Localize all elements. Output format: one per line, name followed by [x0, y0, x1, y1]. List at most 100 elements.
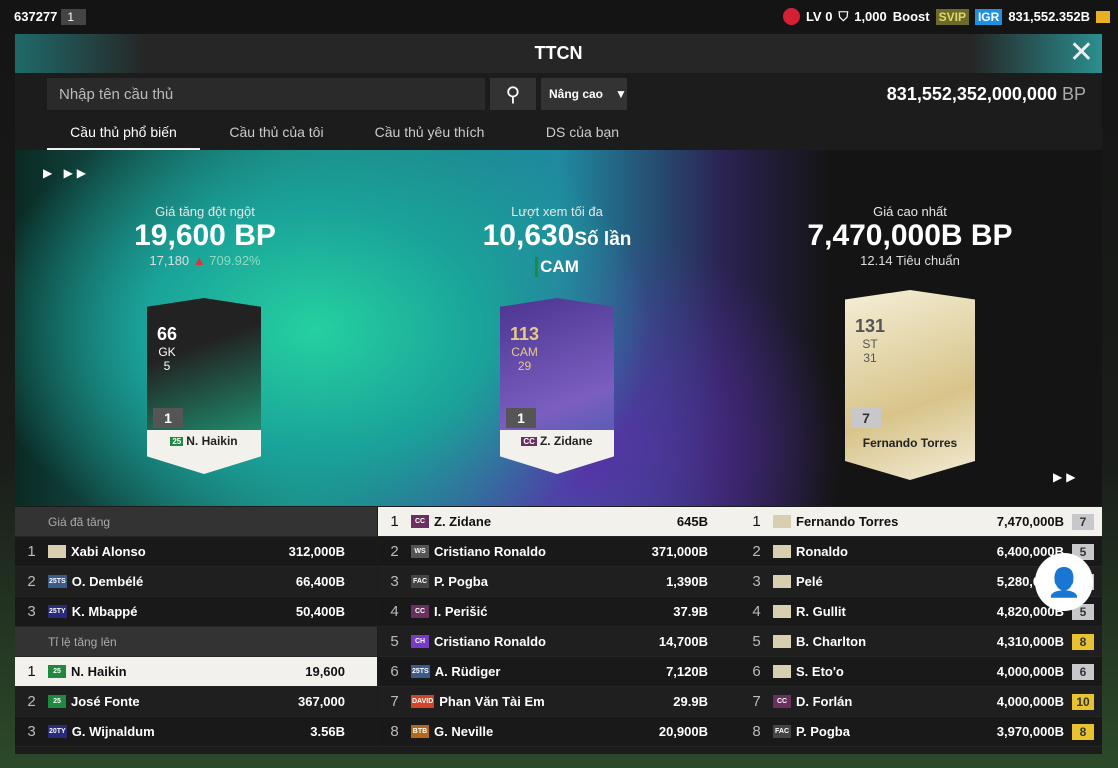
table-row[interactable]: 4 R. Gullit 4,820,000B 5 [740, 597, 1102, 627]
price: 312,000B [288, 544, 345, 559]
table-row[interactable]: 1 Xabi Alonso 312,000B [15, 537, 377, 567]
card-pos: ST [862, 337, 878, 351]
player-name: Phan Văn Tài Em [439, 694, 545, 709]
price: 1,390B [666, 574, 708, 589]
table-row[interactable]: 2 Ronaldo 6,400,000B 5 [740, 537, 1102, 567]
player-name: N. Haikin [71, 664, 127, 679]
tabs: Cầu thủ phổ biến Cầu thủ của tôi Cầu thủ… [47, 118, 659, 151]
surge-stat: Giá tăng đột ngột 19,600 BP 17,180 ▲ 709… [115, 204, 295, 268]
table-row[interactable]: 3 20TY G. Wijnaldum 3.56B [15, 717, 377, 747]
table-row[interactable]: 3 25TY K. Mbappé 50,400B [15, 597, 377, 627]
rank: 3 [390, 573, 399, 590]
season-badge: 25TS [48, 575, 67, 588]
table-row[interactable]: 7 DAVID Phan Văn Tài Em 29.9B [378, 687, 740, 717]
level: LV 0 [805, 9, 833, 24]
bp-amount: 831,552,352,000,000 [886, 84, 1057, 104]
advanced-dropdown[interactable]: Nâng cao ▼ [541, 78, 627, 110]
season-badge: WS [411, 545, 429, 558]
table-row[interactable]: 1 25 N. Haikin 19,600 [15, 657, 377, 687]
user-count: 1 [61, 8, 87, 25]
price: 4,820,000B [996, 604, 1064, 619]
table-row[interactable]: 1 Fernando Torres 7,470,000B 7 [740, 507, 1102, 537]
svip-badge: SVIP [935, 8, 969, 25]
player-card-haikin[interactable]: 66 GK 5 1 25 N. Haikin [147, 298, 261, 474]
player-name: P. Pogba [434, 574, 488, 589]
price: 3,970,000B [996, 724, 1064, 739]
rank: 6 [752, 663, 761, 680]
price: 7,120B [666, 664, 708, 679]
table-row[interactable]: 5 CH Cristiano Ronaldo 14,700B [378, 627, 740, 657]
rank: 1 [752, 513, 761, 530]
next-arrows-icon[interactable]: ▶▶ [1053, 470, 1080, 484]
surge-pct: 709.92% [209, 253, 261, 268]
icon-emblem-badge [773, 635, 791, 648]
table-row[interactable]: 1 CC Z. Zidane 645B [378, 507, 740, 537]
close-icon[interactable]: ✕ [1068, 36, 1094, 69]
tab-my-list[interactable]: DS của bạn [545, 124, 620, 140]
tab-favorites[interactable]: Cầu thủ yêu thích [374, 124, 485, 140]
player-name: R. Gullit [796, 604, 846, 619]
rank: 1 [27, 663, 36, 680]
player-name: Ronaldo [796, 544, 848, 559]
season-badge: 25 [48, 695, 66, 708]
player-name: I. Perišić [434, 604, 488, 619]
rankings: Giá đã tăng 1 Xabi Alonso 312,000B 2 25TS O. D… [15, 507, 1102, 754]
player-search-input[interactable] [47, 78, 485, 110]
rank: 3 [752, 573, 761, 590]
rank: 4 [752, 603, 761, 620]
player-name: S. Eto'o [796, 664, 844, 679]
season-badge: DAVID [411, 695, 435, 708]
table-row[interactable]: 7 CC D. Forlán 4,000,000B 10 [740, 687, 1102, 717]
card-rank: 29 [517, 359, 532, 373]
views-unit: Số lần [574, 229, 632, 250]
tab-popular[interactable]: Cầu thủ phổ biến [47, 118, 200, 151]
season-badge: 25TY [48, 605, 67, 618]
table-row[interactable]: 2 25TS O. Dembélé 66,400B [15, 567, 377, 597]
season-badge: 20TY [48, 725, 67, 738]
most-viewed-list: 1 CC Z. Zidane 645B 2 WS Cristiano Ronaldo 371,… [378, 507, 740, 747]
table-row[interactable]: 3 FAC P. Pogba 1,390B [378, 567, 740, 597]
rank: 8 [390, 723, 399, 740]
price: 7,470,000B [996, 514, 1064, 529]
modal-header: TTCN ✕ [15, 34, 1102, 73]
table-row[interactable]: 8 FAC P. Pogba 3,970,000B 8 [740, 717, 1102, 747]
table-row[interactable]: 2 25 José Fonte 367,000 [15, 687, 377, 717]
table-row[interactable]: 5 B. Charlton 4,310,000B 8 [740, 627, 1102, 657]
icon-emblem-badge [773, 575, 791, 588]
search-button[interactable]: ⚲ [490, 78, 536, 110]
season-badge: CC [773, 695, 791, 708]
player-name: José Fonte [71, 694, 140, 709]
table-row[interactable]: 6 25TS A. Rüdiger 7,120B [378, 657, 740, 687]
rank: 4 [390, 603, 399, 620]
player-name: Pelé [796, 574, 823, 589]
tab-my-players[interactable]: Cầu thủ của tôi [229, 124, 324, 140]
surge-value: 19,600 BP [134, 219, 276, 252]
play-arrows-icon[interactable]: ▶ ▶▶ [43, 166, 91, 180]
rank: 7 [752, 693, 761, 710]
card-ovr: 131 [855, 316, 886, 336]
table-row[interactable]: 6 S. Eto'o 4,000,000B 6 [740, 657, 1102, 687]
highest-price-list: 1 Fernando Torres 7,470,000B 7 2 Ronaldo 6,400… [740, 507, 1102, 747]
player-card-zidane[interactable]: 113 CAM 29 1 CC Z. Zidane [500, 298, 614, 474]
advanced-label: Nâng cao [549, 87, 604, 101]
boost-label: Boost [892, 9, 930, 24]
chevron-down-icon: ▼ [615, 87, 627, 101]
player-card-torres[interactable]: 131 ST 31 7 Fernando Torres [845, 290, 975, 480]
top-bar: 637277 1 LV 0 ⛉ 1,000 Boost SVIP IGR 831… [0, 0, 1118, 33]
table-row[interactable]: 8 BTB G. Neville 20,900B [378, 717, 740, 747]
price: 4,310,000B [996, 634, 1064, 649]
price: 6,400,000B [996, 544, 1064, 559]
modal-title: TTCN [534, 43, 583, 63]
highest-label: Giá cao nhất [873, 204, 947, 219]
season-badge: FAC [773, 725, 791, 738]
user-chat-icon: 👤 [1046, 566, 1082, 598]
season-badge: 25TS [411, 665, 430, 678]
table-row[interactable]: 2 WS Cristiano Ronaldo 371,000B [378, 537, 740, 567]
table-row[interactable]: 4 CC I. Perišić 37.9B [378, 597, 740, 627]
chat-support-button[interactable]: 👤 [1035, 553, 1093, 611]
price: 50,400B [295, 604, 345, 619]
card-level: 1 [153, 408, 183, 428]
price: 4,000,000B [996, 694, 1064, 709]
up-triangle-icon: ▲ [192, 253, 206, 268]
card-ovr: 66 [157, 324, 178, 344]
